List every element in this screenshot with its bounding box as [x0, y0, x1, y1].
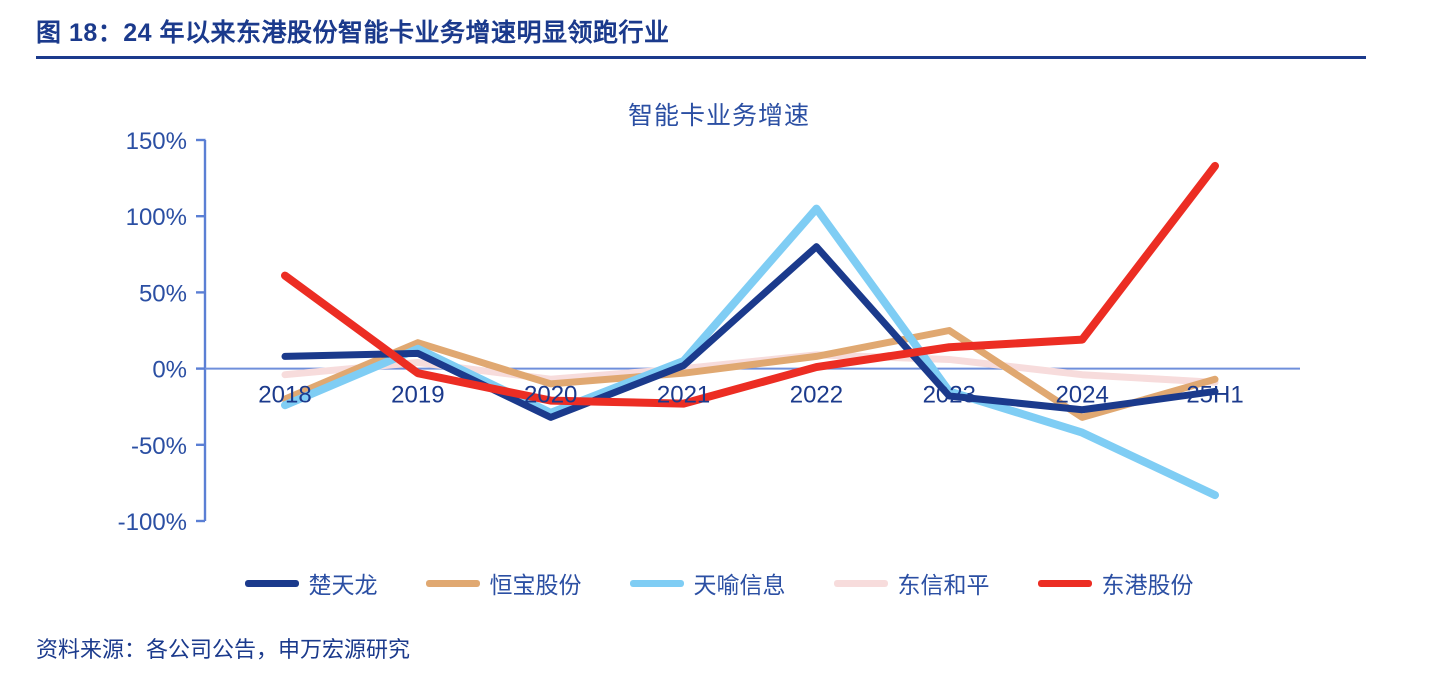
legend-item-0[interactable]: 楚天龙 [244, 566, 378, 600]
series-line-2 [281, 204, 1219, 500]
source-note: 资料来源：各公司公告，申万宏源研究 [36, 637, 411, 662]
series-line-0 [281, 243, 1219, 421]
y-tick-label: 50% [139, 280, 187, 307]
figure-title: 图 18：24 年以来东港股份智能卡业务增速明显领跑行业 [36, 19, 670, 47]
figure-header: 图 18：24 年以来东港股份智能卡业务增速明显领跑行业 [36, 16, 1366, 59]
legend-label: 楚天龙 [308, 572, 378, 598]
plot-area: 150% 100% 50% 0% -50% -100% 2018 2019 2020 2021 2… [0, 78, 1438, 548]
x-tick-label: 2022 [790, 382, 843, 409]
x-tick-label: 2020 [524, 382, 577, 409]
x-tick-label: 2018 [258, 382, 311, 409]
legend-swatch-icon [1037, 579, 1092, 587]
x-tick-label: 25H1 [1186, 382, 1243, 409]
x-tick-label: 2019 [391, 382, 444, 409]
x-tick-label: 2021 [657, 382, 710, 409]
legend-swatch-icon [425, 579, 480, 587]
x-tick-label-layer: 2018 2019 2020 2021 2022 2023 2024 25H1 [258, 382, 1243, 409]
line-chart-svg: 150%100%50%0%-50%-100% 2018 2019 2020 2021 2… [118, 128, 1300, 536]
legend-item-2[interactable]: 天喻信息 [629, 566, 786, 600]
x-tick-label: 2023 [923, 382, 976, 409]
legend-item-4[interactable]: 东港股份 [1037, 566, 1194, 600]
chart-title: 智能卡业务增速 [627, 102, 810, 130]
legend-label: 恒宝股份 [489, 572, 582, 598]
y-tick-label-layer: 150% 100% 50% 0% -50% -100% [118, 128, 187, 536]
y-tick-label: -100% [118, 509, 187, 536]
title-underline-rule [36, 56, 1366, 59]
series-line-4 [281, 161, 1219, 408]
legend-label: 东信和平 [897, 572, 990, 598]
legend-label: 天喻信息 [693, 572, 786, 598]
x-tick-label: 2024 [1055, 382, 1108, 409]
legend-swatch-icon [629, 579, 684, 587]
legend-label: 东港股份 [1101, 572, 1194, 598]
series-line-1 [281, 327, 1219, 421]
legend-swatch-icon [833, 579, 888, 587]
y-tick-label: 100% [126, 204, 187, 231]
y-tick-label: 0% [152, 357, 187, 384]
y-tick-label: 150% [126, 128, 187, 155]
legend-item-3[interactable]: 东信和平 [833, 566, 990, 600]
legend-swatch-icon [244, 579, 299, 587]
legend-item-1[interactable]: 恒宝股份 [425, 566, 582, 600]
y-tick-label: -50% [131, 433, 187, 460]
chart-legend: 楚天龙 恒宝股份 天喻信息 东信和平 东港股份 [0, 566, 1438, 600]
series-layer [281, 161, 1219, 500]
chart-container: 智能卡业务增速 150% 100% 50% 0% -50% -100% 2018 2019 2… [0, 78, 1438, 618]
